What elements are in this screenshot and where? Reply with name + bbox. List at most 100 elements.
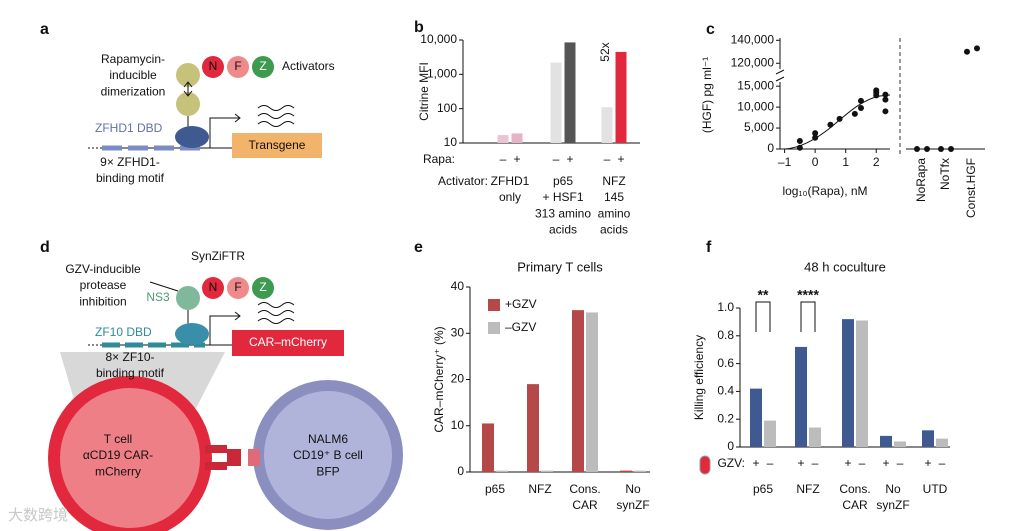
- y-tick-label: 0.2: [717, 411, 734, 425]
- condition-label: –: [939, 456, 946, 470]
- point: [882, 96, 889, 103]
- annotation: **: [758, 287, 769, 303]
- point: [836, 115, 843, 122]
- y-tick-label: 15,000: [737, 78, 774, 92]
- y-axis-label: Citrine MFI: [417, 62, 431, 121]
- point: [964, 48, 970, 55]
- label: SynZiFTR: [191, 249, 245, 263]
- dbd: [175, 126, 209, 148]
- dimerizer: [176, 92, 200, 116]
- x-tick-label: Cons. CAR: [839, 482, 870, 512]
- point: [796, 144, 803, 151]
- bar: [601, 107, 613, 143]
- row-label: GZV:: [717, 456, 745, 470]
- car: [205, 445, 241, 470]
- point: [974, 45, 980, 52]
- domain: [252, 277, 274, 299]
- bar: [572, 310, 584, 472]
- y-tick-label: 140,000: [731, 32, 775, 46]
- panel-label: b: [414, 19, 424, 36]
- domain: [252, 56, 274, 78]
- dimerizer: [176, 63, 200, 87]
- chart-title: 48 h coculture: [804, 259, 886, 274]
- bar: [842, 319, 854, 447]
- point: [851, 110, 858, 117]
- gene-box: [232, 133, 322, 158]
- bracket: [755, 301, 771, 332]
- y-axis-label: CAR–mCherry⁺ (%): [432, 326, 446, 432]
- domain: [227, 56, 249, 78]
- label: Transgene: [249, 138, 306, 152]
- label: Activators: [282, 59, 335, 73]
- point: [882, 91, 889, 98]
- condition-label: +: [513, 152, 520, 166]
- label: GZV-inducible protease inhibition: [65, 262, 141, 308]
- x-tick-label: NFZ: [528, 482, 551, 496]
- y-tick-label: 20: [451, 372, 465, 386]
- x-tick-label: 2: [873, 155, 880, 169]
- panel-label: d: [40, 239, 50, 256]
- bar: [922, 430, 934, 447]
- point: [873, 92, 880, 99]
- arrow: [149, 281, 179, 292]
- domain-label: N: [209, 59, 218, 73]
- diagram-a: Rapamycin-inducible dimerization N F Z Ac…: [88, 52, 335, 185]
- condition-label: +: [797, 456, 804, 470]
- domain-label: Z: [259, 59, 266, 73]
- bar: [795, 346, 807, 447]
- domain: [227, 277, 249, 299]
- domain: [202, 56, 224, 78]
- condition-label: –: [553, 152, 560, 166]
- bar: [894, 441, 906, 447]
- bar: [750, 388, 762, 447]
- y-axis-label: (HGF) pg ml⁻¹: [700, 57, 714, 133]
- condition-label: +: [566, 152, 573, 166]
- annotation: ****: [797, 287, 819, 303]
- condition-label: +: [844, 456, 851, 470]
- chart-title: Primary T cells: [517, 259, 603, 274]
- label: ZF10 DBD: [95, 325, 152, 339]
- arrow: [183, 81, 193, 97]
- x-tick-label: p65: [753, 482, 773, 496]
- x-tick-label: NoRapa: [914, 158, 928, 202]
- bar: [615, 51, 627, 143]
- y-tick-label: 0.8: [717, 328, 734, 342]
- y-tick-label: 100: [437, 101, 457, 115]
- bar: [880, 435, 892, 447]
- label: 9× ZFHD1-binding motif: [96, 155, 165, 185]
- point: [827, 121, 834, 128]
- bar: [809, 427, 821, 447]
- label: NALM6 CD19⁺ B cell BFP: [293, 432, 363, 478]
- point: [873, 87, 880, 94]
- y-tick-label: 30: [451, 325, 465, 339]
- condition-label: –: [812, 456, 819, 470]
- point: [882, 108, 889, 115]
- condition-label: +: [752, 456, 759, 470]
- y-tick-label: 1,000: [427, 67, 457, 81]
- axis-break: [775, 69, 785, 82]
- panel-label: e: [414, 239, 423, 256]
- b-cell-inner: [264, 391, 392, 519]
- y-tick-label: 0: [727, 439, 734, 453]
- x-tick-label: p65 + HSF1 313 amino acids: [535, 174, 591, 237]
- x-tick-label: 0: [812, 155, 819, 169]
- x-tick-label: Cons. CAR: [569, 482, 600, 512]
- bar: [936, 438, 948, 447]
- bar: [511, 133, 523, 143]
- point: [948, 146, 954, 152]
- x-tick-label: –1: [778, 155, 792, 169]
- bar: [527, 384, 539, 472]
- x-tick-label: ZFHD1 only: [491, 174, 530, 204]
- gene-box: [232, 330, 344, 356]
- bar: [497, 135, 509, 143]
- y-tick-label: 10,000: [420, 32, 457, 46]
- y-tick-label: 5,000: [744, 120, 774, 134]
- y-tick-label: 1.0: [717, 300, 734, 314]
- point: [924, 146, 930, 152]
- x-tick-label: 1: [842, 155, 849, 169]
- legend-swatch: [488, 322, 500, 334]
- point: [812, 130, 819, 137]
- y-tick-label: 0.6: [717, 356, 734, 370]
- condition-label: –: [500, 152, 507, 166]
- label: 8× ZF10-binding motif: [96, 350, 165, 380]
